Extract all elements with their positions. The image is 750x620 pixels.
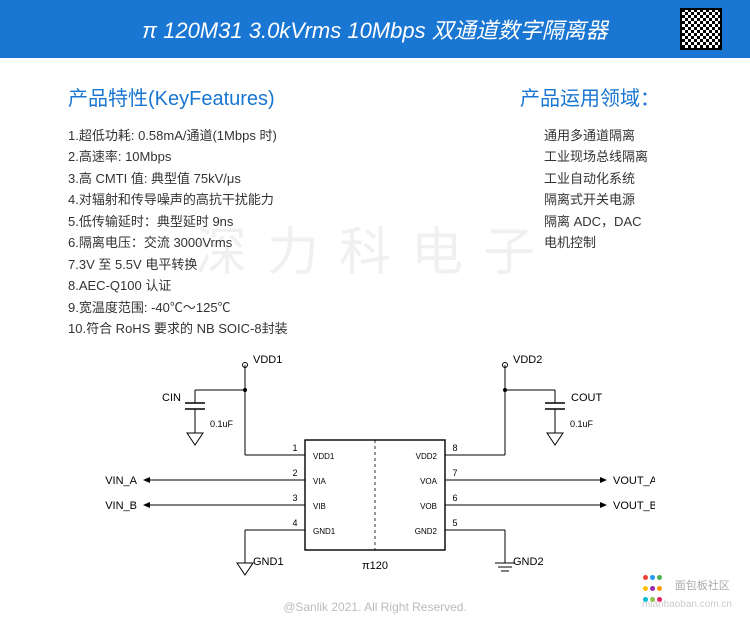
svg-text:5: 5	[452, 518, 457, 528]
pins-left: 1 VDD1 2 VIA 3 VIB 4 GND1	[285, 443, 336, 536]
pins-right: 8 VDD2 7 VOA 6 VOB 5 GND2	[415, 443, 465, 536]
svg-text:1: 1	[292, 443, 297, 453]
svg-text:4: 4	[292, 518, 297, 528]
svg-text:VDD1: VDD1	[253, 354, 282, 366]
content-row: 产品特性(KeyFeatures) 1.超低功耗: 0.58mA/通道(1Mbp…	[0, 58, 750, 339]
feature-item: 7.3V 至 5.5V 电平转换	[68, 254, 520, 275]
feature-item: 5.低传输延时：典型延时 9ns	[68, 211, 520, 232]
schematic-diagram: π120 1VDD1 2VIA 3VIB 4GND1 8VDD2 7VOA 6V…	[0, 345, 750, 615]
svg-text:7: 7	[452, 468, 457, 478]
feature-item: 9.宽温度范围: -40℃～125℃	[68, 297, 520, 318]
feature-item: 4.对辐射和传导噪声的高抗干扰能力	[68, 189, 520, 210]
left-power-net: VDD1 CIN 0.1uF	[162, 354, 285, 455]
app-item: 工业自动化系统	[544, 168, 710, 189]
svg-text:3: 3	[292, 493, 297, 503]
applications-list: 通用多通道隔离 工业现场总线隔离 工业自动化系统 隔离式开关电源 隔离 ADC，…	[520, 125, 710, 254]
svg-text:GND1: GND1	[253, 556, 284, 568]
svg-text:8: 8	[452, 443, 457, 453]
left-gnd: GND1	[237, 530, 285, 575]
community-name: 面包板社区	[675, 580, 730, 592]
svg-text:GND1: GND1	[313, 527, 336, 536]
svg-text:VIN_B: VIN_B	[105, 500, 137, 512]
svg-text:0.1uF: 0.1uF	[210, 419, 234, 429]
feature-item: 10.符合 RoHS 要求的 NB SOIC-8封装	[68, 318, 520, 339]
svg-text:VOB: VOB	[420, 502, 437, 511]
features-list: 1.超低功耗: 0.58mA/通道(1Mbps 时) 2.高速率: 10Mbps…	[68, 125, 520, 339]
svg-text:6: 6	[452, 493, 457, 503]
svg-text:VIA: VIA	[313, 477, 327, 486]
qr-code-icon	[680, 8, 722, 50]
svg-text:GND2: GND2	[513, 556, 544, 568]
feature-item: 8.AEC-Q100 认证	[68, 275, 520, 296]
chip-label: π120	[362, 560, 388, 572]
svg-text:VIB: VIB	[313, 502, 326, 511]
svg-text:VIN_A: VIN_A	[105, 475, 137, 487]
feature-item: 2.高速率: 10Mbps	[68, 146, 520, 167]
right-signals: VOUT_A VOUT_B	[465, 475, 655, 512]
app-item: 通用多通道隔离	[544, 125, 710, 146]
svg-text:GND2: GND2	[415, 527, 438, 536]
left-signals: VIN_A VIN_B	[105, 475, 285, 512]
features-section: 产品特性(KeyFeatures) 1.超低功耗: 0.58mA/通道(1Mbp…	[68, 82, 520, 339]
svg-text:VOA: VOA	[420, 477, 438, 486]
svg-text:CIN: CIN	[162, 392, 181, 404]
header-bar: π 120M31 3.0kVrms 10Mbps 双通道数字隔离器	[0, 0, 750, 58]
svg-text:VDD2: VDD2	[513, 354, 542, 366]
footer-copyright: @Sanlik 2021. All Right Reserved.	[0, 600, 750, 614]
applications-section: 产品运用领域： 通用多通道隔离 工业现场总线隔离 工业自动化系统 隔离式开关电源…	[520, 82, 710, 339]
features-title: 产品特性(KeyFeatures)	[68, 82, 520, 111]
svg-text:VDD2: VDD2	[416, 452, 438, 461]
svg-text:VOUT_B: VOUT_B	[613, 500, 655, 512]
app-item: 电机控制	[544, 232, 710, 253]
right-gnd: GND2	[465, 530, 544, 571]
applications-title: 产品运用领域：	[520, 82, 710, 111]
svg-text:2: 2	[292, 468, 297, 478]
svg-text:0.1uF: 0.1uF	[570, 419, 594, 429]
right-power-net: VDD2 COUT 0.1uF	[465, 354, 602, 455]
app-item: 工业现场总线隔离	[544, 146, 710, 167]
footer-community-logo: 面包板社区 mianbaoban.com.cn	[642, 573, 732, 610]
page-title: π 120M31 3.0kVrms 10Mbps 双通道数字隔离器	[142, 13, 607, 45]
community-url: mianbaoban.com.cn	[642, 599, 732, 610]
svg-text:COUT: COUT	[571, 392, 602, 404]
app-item: 隔离 ADC，DAC	[544, 211, 710, 232]
feature-item: 1.超低功耗: 0.58mA/通道(1Mbps 时)	[68, 125, 520, 146]
svg-text:VDD1: VDD1	[313, 452, 335, 461]
feature-item: 6.隔离电压：交流 3000Vrms	[68, 232, 520, 253]
svg-text:VOUT_A: VOUT_A	[613, 475, 655, 487]
app-item: 隔离式开关电源	[544, 189, 710, 210]
feature-item: 3.高 CMTI 值: 典型值 75kV/μs	[68, 168, 520, 189]
